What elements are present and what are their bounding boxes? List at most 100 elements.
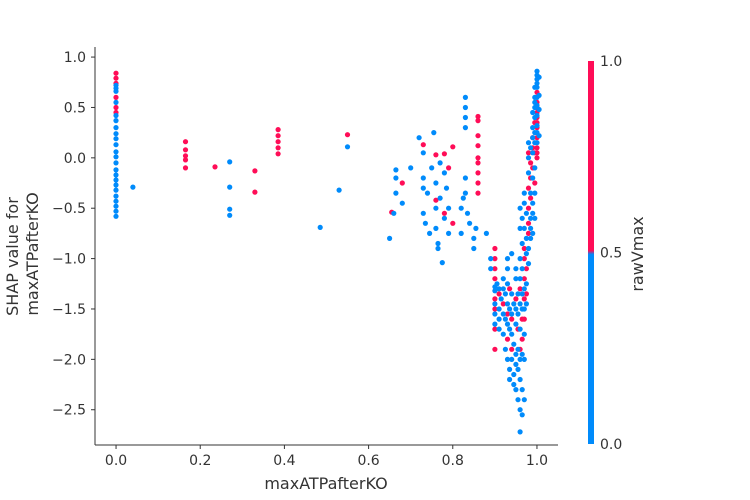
data-point [420,142,426,148]
data-point [525,150,532,156]
data-point [393,167,399,173]
data-point [113,198,119,204]
data-point [530,210,536,216]
data-point [528,145,534,151]
x-tick-label: 1.0 [526,453,548,469]
data-point [532,215,538,221]
data-point [521,331,527,337]
data-point [182,165,189,171]
data-point [525,230,532,236]
data-point [519,291,525,297]
data-point [424,190,431,196]
data-point [523,251,530,257]
data-point [441,210,447,216]
data-point [517,407,523,413]
data-point [511,381,517,388]
data-point [492,301,498,307]
data-point [433,205,439,211]
data-point [534,140,540,146]
data-point [113,136,119,142]
data-point [275,151,281,157]
data-point [528,215,534,221]
data-point [517,301,523,307]
data-point [517,356,523,362]
data-point [509,251,515,257]
data-point [530,109,536,116]
data-point [433,197,439,203]
data-point [507,376,513,383]
data-point [523,235,530,241]
data-point [475,160,481,166]
data-point [504,281,511,287]
data-point [437,160,443,166]
data-point [113,125,119,131]
data-point [509,331,515,337]
data-point [532,99,538,105]
y-tick-label: 1.0 [64,50,86,66]
data-point [492,266,498,272]
x-axis-label: maxATPafterKO [264,474,387,493]
data-point [532,190,538,196]
y-tick-label: −2.5 [52,403,86,419]
data-point [475,170,481,176]
data-point [511,341,517,347]
data-point [521,356,527,362]
data-point [113,160,119,166]
data-point [525,220,532,226]
data-point [525,140,532,146]
data-point [492,245,498,252]
y-tick-label: −1.5 [52,302,86,318]
data-point [492,276,498,282]
data-point [492,326,498,332]
data-point [460,195,466,201]
data-point [494,281,500,287]
data-point [517,376,523,383]
data-point [391,210,397,216]
data-point [504,301,511,307]
data-point [525,245,532,252]
data-point [534,68,540,74]
data-point [113,94,119,100]
data-point [227,212,233,218]
data-point [532,114,538,121]
data-point [446,205,452,211]
y-axis-label-line1: SHAP value for [3,197,22,316]
data-point [521,316,527,322]
data-point [113,75,119,81]
data-point [130,184,136,190]
data-point [433,225,439,231]
data-point [536,92,542,98]
data-point [536,133,542,139]
data-point [530,230,536,236]
data-point [525,205,532,211]
x-tick-label: 0.0 [105,453,127,469]
data-point [515,291,521,297]
data-point [475,190,481,196]
data-point [504,356,511,362]
data-point [528,160,534,166]
data-point [500,286,506,292]
data-point [519,215,525,221]
data-point [113,99,119,105]
data-point [212,164,218,170]
data-point [509,346,515,352]
colorbar-tick-label: 0.5 [600,246,622,262]
data-point [492,288,498,294]
colorbar: 1.0 0.5 0.0 rawVmax [588,54,647,453]
data-point [182,157,189,163]
data-point [517,256,523,262]
data-point [416,135,422,141]
data-point [462,190,468,196]
y-tick-label: 0.5 [64,100,86,116]
data-point [420,210,426,216]
data-point [420,175,426,181]
data-point [422,220,428,226]
data-point [519,336,525,342]
data-point [517,326,523,332]
data-point [227,206,233,212]
data-point [473,225,479,231]
data-point [502,346,508,352]
data-point [113,203,119,209]
data-point [113,118,119,124]
